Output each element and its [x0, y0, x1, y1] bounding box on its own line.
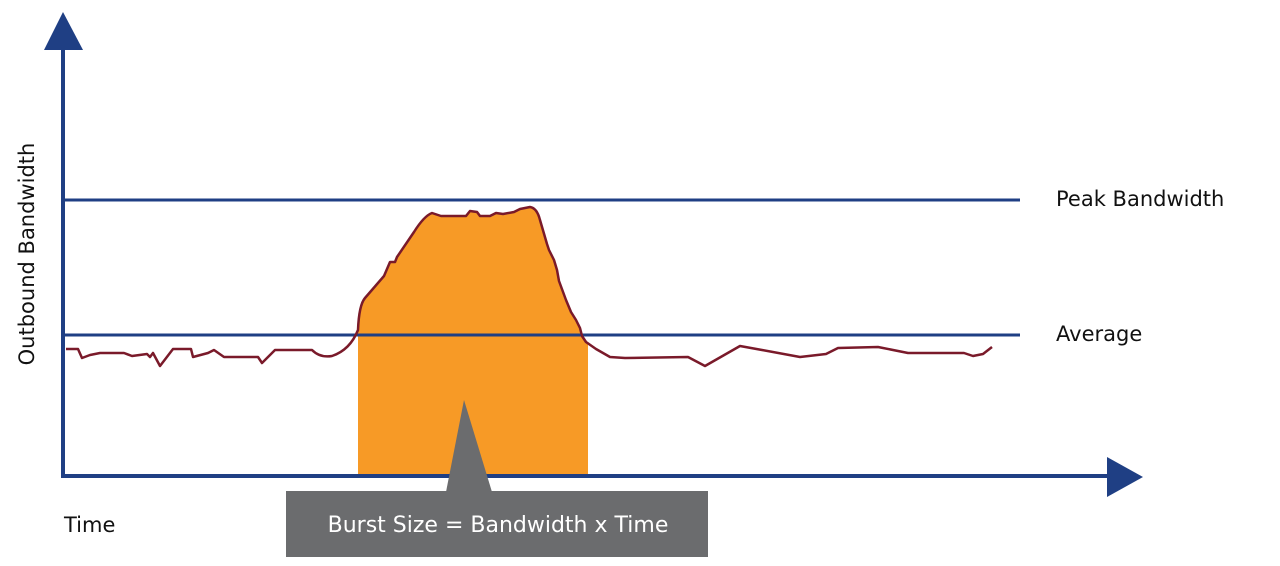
- callout-box: [286, 491, 708, 557]
- callout-text: Burst Size = Bandwidth x Time: [328, 513, 669, 538]
- x-axis-arrow-icon: [1107, 457, 1143, 497]
- y-axis-label: Outbound Bandwidth: [15, 143, 39, 366]
- peak-bandwidth-label: Peak Bandwidth: [1056, 187, 1224, 211]
- burst-area: [358, 207, 588, 476]
- traffic-line: [66, 205, 993, 368]
- callout-pointer: [446, 400, 492, 492]
- average-label: Average: [1056, 322, 1142, 346]
- y-axis-arrow-icon: [44, 12, 83, 50]
- x-axis-label: Time: [63, 513, 115, 537]
